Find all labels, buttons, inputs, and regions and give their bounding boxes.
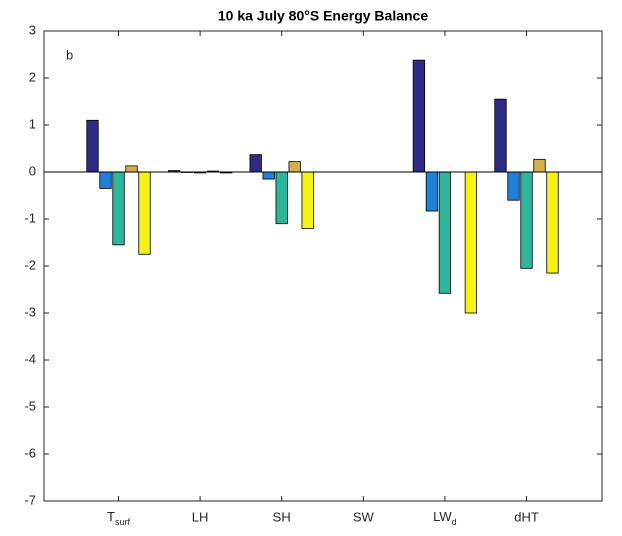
x-tick-label: LH — [192, 509, 209, 524]
bar — [249, 154, 262, 173]
y-tick-label: 1 — [29, 116, 36, 131]
bar — [425, 171, 439, 212]
y-tick-label: -7 — [24, 492, 36, 507]
bar — [464, 171, 478, 314]
y-tick-label: 0 — [29, 163, 36, 178]
y-tick-label: -1 — [24, 210, 36, 225]
bar — [546, 171, 559, 274]
bar — [125, 165, 138, 173]
annotation: b — [66, 47, 73, 62]
y-tick-label: 2 — [29, 69, 36, 84]
x-tick-label: Tsurf — [107, 509, 130, 527]
bar — [86, 119, 99, 173]
x-tick-label-main: LW — [433, 509, 452, 524]
bar — [533, 158, 546, 173]
x-tick-label-sub: surf — [115, 517, 131, 527]
x-tick-label: SW — [353, 509, 375, 524]
y-tick-label: 3 — [29, 22, 36, 37]
bar — [520, 171, 533, 269]
bar — [288, 161, 301, 173]
bar — [262, 171, 275, 180]
x-tick-label-main: T — [107, 509, 115, 524]
y-tick-label: -3 — [24, 304, 36, 319]
y-tick-label: -2 — [24, 257, 36, 272]
x-tick-label: dHT — [514, 509, 539, 524]
bar — [138, 171, 151, 255]
bar — [301, 171, 314, 229]
chart-title: 10 ka July 80°S Energy Balance — [218, 8, 428, 24]
x-tick-label-sub: d — [452, 517, 457, 527]
y-tick-label: -4 — [24, 351, 36, 366]
axes-box — [43, 30, 603, 502]
bar — [494, 98, 507, 173]
bar — [438, 171, 452, 294]
bar — [412, 59, 426, 173]
bar — [507, 171, 520, 201]
x-tick-label: SH — [273, 509, 291, 524]
y-tick-label: -5 — [24, 398, 36, 413]
bar — [112, 171, 125, 246]
x-tick-label: LWd — [433, 509, 457, 527]
y-tick-label: -6 — [24, 445, 36, 460]
bar — [275, 171, 288, 225]
bar — [99, 171, 112, 189]
